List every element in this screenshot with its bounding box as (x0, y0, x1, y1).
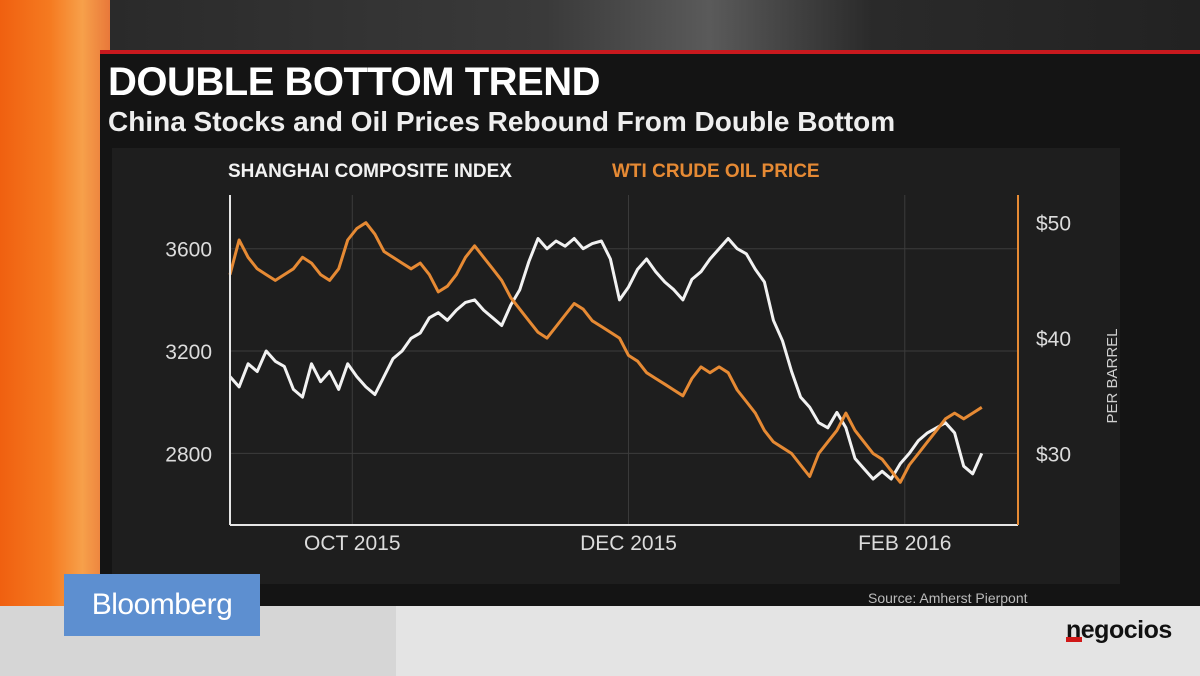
source-note: Source: Amherst Pierpont (868, 590, 1028, 606)
right-tick-label: $50 (1036, 213, 1071, 236)
series-shanghai (228, 237, 984, 481)
right-axis-label: PER BARREL (1104, 328, 1121, 423)
top-studio-strip (110, 0, 1200, 54)
bloomberg-logo: Bloomberg (64, 574, 260, 636)
gridlines (230, 195, 1018, 525)
right-tick-label: $30 (1036, 443, 1071, 466)
legend-wti: WTI CRUDE OIL PRICE (612, 161, 820, 182)
chart-subtitle: China Stocks and Oil Prices Rebound From… (108, 106, 896, 137)
x-tick-label: DEC 2015 (580, 532, 677, 555)
chart-area (112, 148, 1120, 584)
x-tick-label: OCT 2015 (304, 532, 401, 555)
left-tick-label: 3600 (165, 239, 212, 262)
left-tick-label: 2800 (165, 443, 212, 466)
left-tick-label: 3200 (165, 341, 212, 364)
series-wti (228, 221, 983, 484)
series-line-wti (228, 221, 983, 484)
legend-shanghai: SHANGHAI COMPOSITE INDEX (228, 161, 512, 182)
x-tick-label: FEB 2016 (858, 532, 951, 555)
series-line-shanghai (228, 237, 984, 481)
right-tick-label: $40 (1036, 328, 1071, 351)
orange-background-edge (0, 0, 110, 676)
chart-title: DOUBLE BOTTOM TREND (108, 60, 600, 104)
axes (229, 195, 1019, 526)
tick-labels: 2800 3200 3600 OCT 2015 DEC 2015 FEB 2016 $30 $… (165, 213, 1071, 555)
negocios-logo: negocios (1066, 616, 1172, 644)
